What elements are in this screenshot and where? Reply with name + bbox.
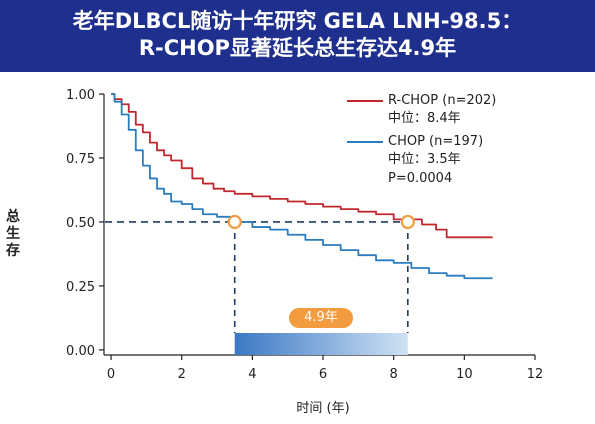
x-axis-label: 时间 (年) [296, 401, 349, 416]
axes: 0.00 0.25 0.50 0.75 1.00 0 2 4 6 8 10 12 时间 (年) [66, 88, 543, 416]
difference-band [234, 333, 408, 355]
y-tick-label: 0.00 [66, 344, 95, 359]
median-marker [227, 214, 242, 230]
y-tick-label: 0.75 [66, 152, 95, 167]
legend-swatches [347, 100, 383, 143]
y-tick-label: 0.50 [66, 216, 95, 231]
difference-badge: 4.9年 [289, 308, 353, 328]
x-tick-label: 8 [390, 367, 398, 382]
survival-chart: 0.00 0.25 0.50 0.75 1.00 0 2 4 6 8 10 12 时间 (年) [66, 88, 543, 416]
x-tick-label: 12 [527, 367, 544, 382]
title-line-2: R-CHOP显著延长总生存达4.9年 [138, 36, 457, 60]
legend-rchop-median: 中位：8.4年 [388, 111, 461, 126]
median-guides [105, 221, 409, 355]
legend-rchop-name: R-CHOP (n=202) [388, 93, 497, 108]
y-axis-label: 总生存 [6, 209, 20, 259]
title-bar: 老年DLBCL随访十年研究 GELA LNH-98.5： R-CHOP显著延长总… [0, 0, 595, 72]
legend-chop-median: 中位：3.5年 [388, 152, 461, 167]
median-markers [227, 214, 415, 230]
legend-pvalue: P=0.0004 [388, 171, 453, 186]
x-tick-label: 0 [107, 367, 115, 382]
rchop-curve [111, 93, 493, 239]
x-tick-label: 4 [248, 367, 256, 382]
y-tick-label: 0.25 [66, 280, 95, 295]
x-tick-label: 10 [456, 367, 473, 382]
x-tick-label: 2 [178, 367, 186, 382]
median-marker [400, 214, 415, 230]
legend-chop-name: CHOP (n=197) [388, 134, 484, 149]
x-tick-label: 6 [319, 367, 327, 382]
y-tick-label: 1.00 [66, 88, 95, 103]
title-line-1: 老年DLBCL随访十年研究 GELA LNH-98.5： [72, 9, 523, 33]
